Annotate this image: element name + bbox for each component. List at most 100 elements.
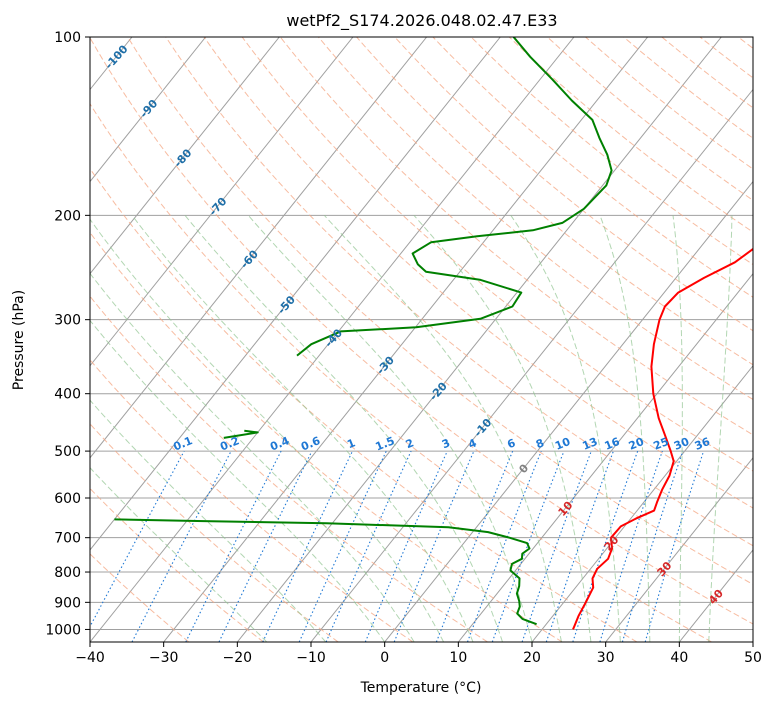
dry-adiabat-line [318,37,753,401]
x-tick-label: 10 [449,650,467,666]
mixing-ratio-line [599,450,663,642]
mixing-ratio-line [364,450,448,642]
moist-adiabat-line [247,214,533,642]
mixing-ratio-label: 8 [534,436,546,451]
dry-adiabat-line [90,231,563,642]
background-lines [90,37,753,642]
moist-adiabat-line [672,215,683,642]
dry-adiabat-line [356,37,753,366]
moist-adiabat-line [599,215,651,642]
moist-adiabat-line [90,319,386,642]
x-tick-label: 0 [380,650,389,666]
dewpoint-trace [114,518,537,626]
mixing-ratio-label: 36 [693,435,712,453]
dry-adiabat-line [279,37,753,436]
dewpoint-trace [296,37,613,357]
x-tick-label: −20 [223,650,253,666]
plot-frame [89,36,754,643]
mixing-ratio-line [298,450,387,642]
isotherm-line [163,37,649,642]
isotherm-line [90,37,575,642]
y-tick-label: 600 [54,491,81,507]
moist-adiabat-line [413,214,592,642]
dry-adiabat-line [203,37,753,509]
moist-adiabat-line [90,399,327,642]
mixing-ratio-line [572,450,639,642]
y-tick-label: 900 [54,595,81,611]
mixing-ratio-label: 10 [553,435,572,453]
mixing-ratio-label: 1 [345,436,357,451]
dry-adiabat-line [508,37,753,233]
y-tick-label: 100 [54,30,81,46]
dry-adiabat-line [432,37,753,298]
mixing-ratio-line [262,450,353,642]
x-tick-label: −40 [75,650,105,666]
moist-adiabat-line [90,272,415,642]
moist-adiabat-line [323,214,562,642]
moist-adiabat-line [90,467,268,642]
mixing-ratio-line [325,450,412,642]
dewpoint-trace [223,429,259,439]
dry-adiabat-line [90,102,712,642]
x-tick-label: −30 [149,650,179,666]
x-tick-label: 40 [670,650,688,666]
dry-adiabat-line [241,37,753,472]
axis-ticks: −40 −30 −20 −10 0 10 20 30 40 50 100 200 300 400 500 60… [45,30,762,666]
mixing-ratio-line [644,450,705,642]
x-tick-label: 30 [597,650,615,666]
x-tick-label: 50 [744,650,762,666]
y-tick-label: 200 [54,208,81,224]
mixing-ratio-label: 30 [672,435,691,453]
x-axis-label: Temperature (°C) [360,680,482,696]
y-tick-label: 400 [54,387,81,403]
mixing-ratio-label: 20 [627,435,646,453]
moist-adiabat-line [131,215,474,642]
mixing-ratio-label: 25 [652,435,671,453]
sounding-traces [114,37,753,630]
moist-adiabat-line [184,214,503,642]
mixing-ratio-label: 3 [440,436,452,451]
mixing-ratio-label: 13 [580,435,599,453]
y-tick-label: 300 [54,313,81,329]
mixing-ratio-label: 2 [404,436,416,451]
isotherm-line [90,37,428,459]
y-axis-label: Pressure (hPa) [11,290,27,390]
mixing-ratio-line [393,450,475,642]
mixing-ratio-line [621,450,684,642]
x-tick-label: 20 [523,650,541,666]
isotherm-line [457,272,753,642]
x-tick-label: −10 [296,650,326,666]
moist-adiabat-line [510,215,621,642]
y-tick-label: 800 [54,565,81,581]
moist-adiabat-line [708,215,733,642]
mixing-ratio-line [545,450,614,642]
dry-adiabat-line [394,37,753,332]
mixing-ratio-line [218,450,313,642]
dry-adiabat-line [90,423,339,642]
isotherm-line [236,37,722,642]
mixing-ratio-line [521,450,592,642]
isotherm-line [90,37,354,367]
dry-adiabat-line [90,295,488,642]
y-tick-label: 1000 [45,622,81,638]
isotherm-line [384,180,753,642]
isotherm-line [531,364,753,642]
isotherm-line [90,37,280,275]
temperature-trace [572,247,753,630]
dry-adiabat-line [547,37,753,201]
moist-adiabat-line [90,218,445,642]
dry-adiabat-line [470,37,753,266]
y-tick-label: 500 [54,444,81,460]
dry-adiabat-line [165,37,753,547]
y-tick-label: 700 [54,531,81,547]
mixing-ratio-line [90,450,185,628]
dry-adiabat-line [127,37,753,585]
isotherm-line [605,457,753,642]
dry-adiabat-line [90,167,638,642]
isotherm-line [90,37,501,551]
mixing-ratio-label: 16 [603,435,622,453]
isotherm-line [90,37,207,183]
dry-adiabat-line [90,487,264,642]
chart-title: wetPf2_S174.2026.048.02.47.E33 [286,11,557,31]
